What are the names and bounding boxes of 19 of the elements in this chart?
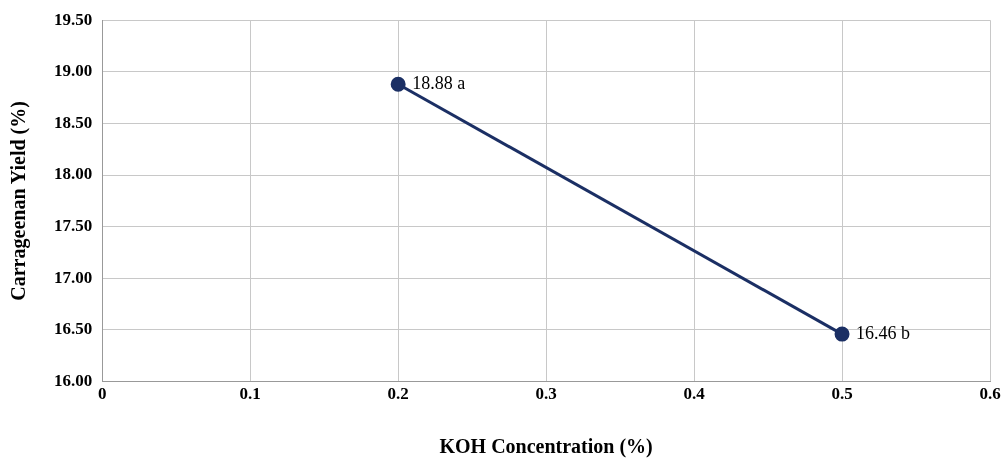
- y-tick-label: 16.50: [54, 319, 93, 339]
- x-tick-label: 0.5: [831, 384, 853, 404]
- x-axis-title: KOH Concentration (%): [439, 435, 653, 459]
- x-tick-label: 0.3: [535, 384, 557, 404]
- y-axis-title: Carrageenan Yield (%): [7, 101, 31, 301]
- y-tick-label: 17.00: [54, 267, 93, 287]
- y-tick-label: 18.50: [54, 112, 93, 132]
- x-tick-label: 0.2: [387, 384, 409, 404]
- y-tick-label: 17.50: [54, 216, 93, 236]
- x-tick-label: 0.6: [979, 384, 1001, 404]
- y-tick-label: 18.00: [54, 164, 93, 184]
- data-label: 18.88 a: [412, 72, 466, 93]
- x-tick-label: 0: [98, 384, 107, 404]
- x-tick-label: 0.4: [683, 384, 706, 404]
- y-tick-label: 19.50: [54, 9, 93, 29]
- y-tick-label: 16.00: [54, 370, 93, 390]
- y-tick-label: 19.00: [54, 61, 93, 81]
- x-tick-label: 0.1: [239, 384, 261, 404]
- data-label: 16.46 b: [856, 322, 911, 343]
